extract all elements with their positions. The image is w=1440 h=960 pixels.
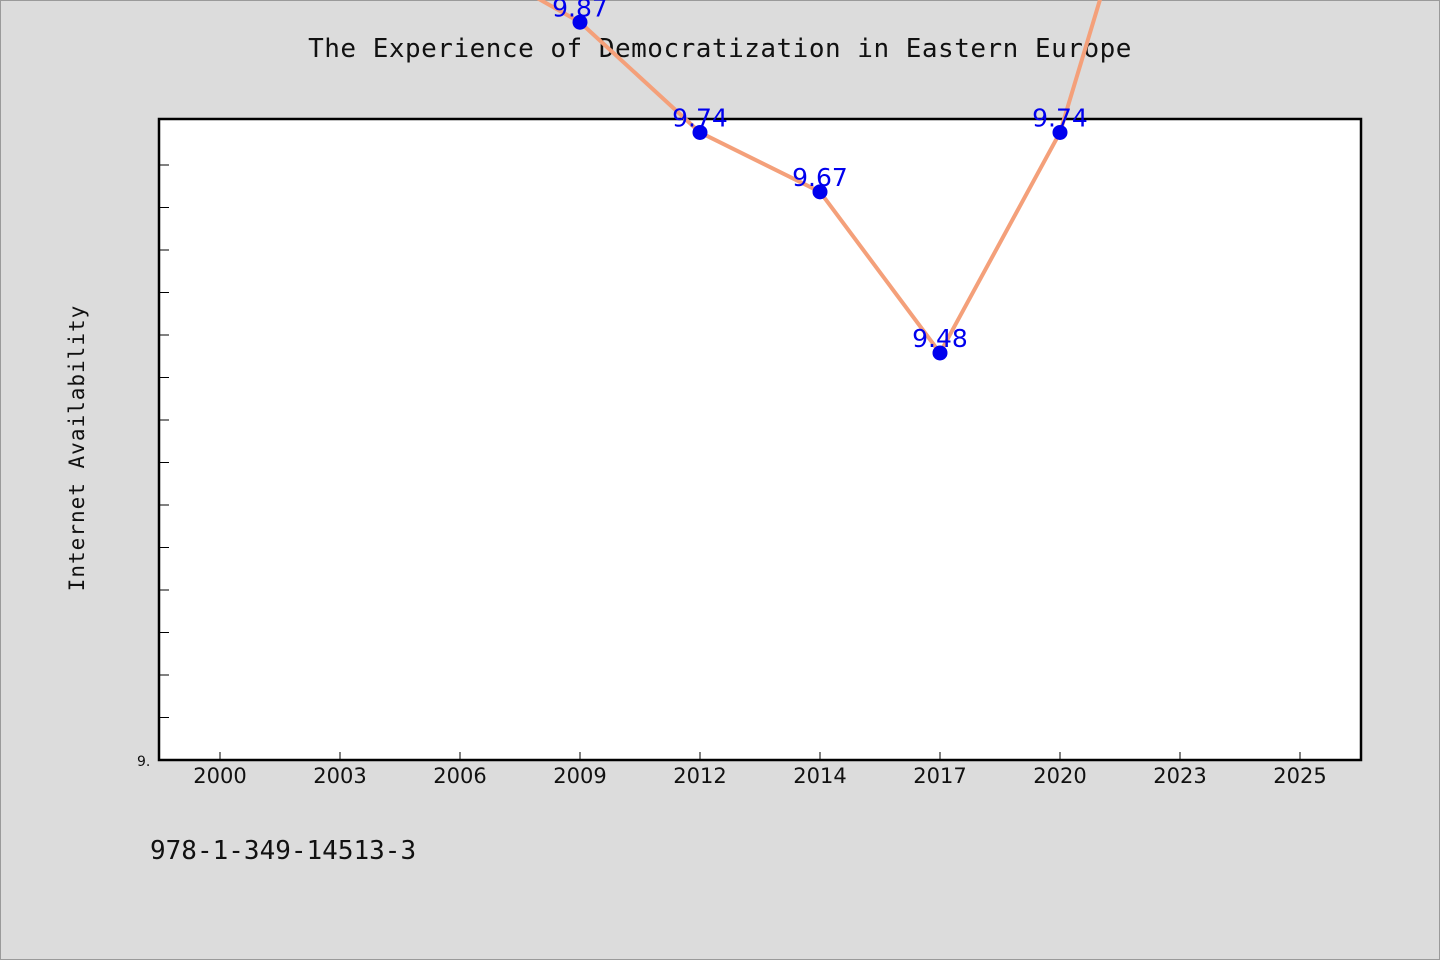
series-markers xyxy=(572,14,1068,361)
x-tick-label: 2023 xyxy=(1153,764,1206,788)
x-tick-label: 2017 xyxy=(913,764,966,788)
x-axis-ticks: 2000 2003 2006 2009 2012 2014 2017 2020 2023 2025 xyxy=(193,752,1327,788)
data-label: 9.48 xyxy=(912,324,968,353)
data-point xyxy=(812,184,828,200)
x-tick-label: 2003 xyxy=(313,764,366,788)
data-point xyxy=(1052,124,1068,140)
x-tick-label: 2020 xyxy=(1033,764,1086,788)
y-tick-label: 9. xyxy=(137,754,150,770)
x-tick-label: 2006 xyxy=(433,764,486,788)
series-line xyxy=(536,0,1102,355)
y-axis-ticks xyxy=(159,164,169,761)
data-point xyxy=(932,345,948,361)
plot-area xyxy=(157,117,1363,762)
data-label: 9.87 xyxy=(552,0,608,22)
data-label: 9.67 xyxy=(792,163,848,192)
data-point xyxy=(692,124,708,140)
x-tick-label: 2009 xyxy=(553,764,606,788)
x-tick-label: 2012 xyxy=(673,764,726,788)
x-tick-label: 2025 xyxy=(1273,764,1326,788)
chart-title: The Experience of Democratization in Eas… xyxy=(308,34,1132,64)
data-label: 9.74 xyxy=(672,103,728,132)
x-tick-label: 2000 xyxy=(193,764,246,788)
data-label: 9.74 xyxy=(1032,103,1088,132)
isbn-text: 978-1-349-14513-3 xyxy=(150,836,417,866)
data-labels: 10.1110.049.959.879.749.679.489.7410.211… xyxy=(552,0,1088,353)
x-tick-label: 2014 xyxy=(793,764,846,788)
data-point xyxy=(572,14,588,30)
